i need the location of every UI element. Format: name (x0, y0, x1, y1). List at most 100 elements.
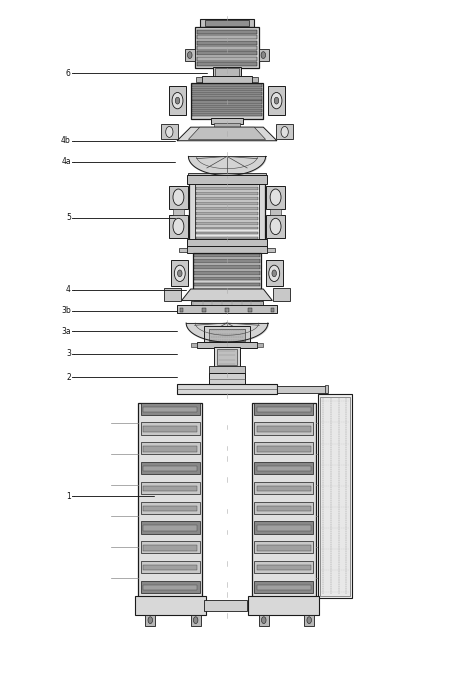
Bar (197, 30, 257, 34)
Bar (191, 343, 197, 347)
Bar (257, 407, 311, 412)
Bar (164, 288, 181, 301)
Circle shape (166, 126, 173, 137)
Bar (304, 615, 314, 626)
Bar (196, 207, 258, 209)
Bar (277, 386, 327, 393)
Bar (271, 308, 274, 312)
Bar (191, 301, 263, 307)
Bar (192, 84, 262, 87)
Bar (196, 222, 258, 224)
Bar (254, 561, 313, 573)
Bar (141, 403, 200, 415)
Bar (143, 426, 197, 432)
Bar (209, 366, 245, 374)
Bar (173, 209, 184, 215)
Bar (257, 506, 311, 511)
Text: 3b: 3b (61, 306, 71, 316)
Bar (266, 260, 283, 286)
Bar (194, 260, 260, 263)
Bar (259, 615, 269, 626)
Bar (195, 27, 259, 68)
Circle shape (175, 97, 180, 104)
Bar (257, 585, 311, 590)
Bar (318, 394, 352, 598)
Circle shape (178, 270, 182, 277)
Circle shape (188, 52, 192, 58)
Bar (196, 217, 258, 220)
Bar (252, 77, 258, 82)
Bar (196, 226, 258, 229)
Bar (252, 403, 316, 598)
Polygon shape (188, 127, 266, 139)
Bar (179, 248, 187, 252)
Bar (196, 232, 258, 235)
Bar (192, 88, 262, 91)
Bar (209, 329, 245, 341)
Bar (268, 86, 285, 115)
Bar (196, 192, 258, 195)
Bar (171, 260, 188, 286)
Bar (225, 308, 229, 312)
Text: 4b: 4b (61, 136, 71, 146)
Bar (257, 426, 311, 432)
Circle shape (173, 189, 184, 205)
Bar (195, 182, 259, 242)
Bar (215, 68, 239, 77)
Bar (211, 118, 243, 124)
Bar (141, 541, 200, 554)
Circle shape (174, 265, 185, 282)
Bar (141, 581, 200, 593)
Circle shape (281, 126, 288, 137)
Bar (204, 600, 247, 611)
Bar (143, 446, 197, 452)
Bar (189, 178, 265, 246)
Bar (192, 92, 262, 95)
Circle shape (172, 92, 183, 109)
Bar (267, 248, 275, 252)
Circle shape (307, 617, 311, 624)
Bar (320, 397, 350, 596)
Bar (135, 596, 206, 615)
Text: 3a: 3a (61, 326, 71, 336)
Bar (197, 46, 257, 50)
Bar (254, 541, 313, 554)
Bar (180, 308, 183, 312)
Bar (254, 422, 313, 435)
Text: 2: 2 (66, 373, 71, 382)
Bar (214, 347, 240, 367)
Bar (161, 124, 178, 139)
Bar (177, 384, 277, 394)
Bar (259, 49, 269, 61)
Bar (192, 109, 262, 112)
Bar (257, 343, 263, 347)
Bar (196, 187, 258, 190)
Bar (257, 466, 311, 471)
Bar (213, 67, 241, 78)
Bar (254, 442, 313, 454)
Bar (192, 105, 262, 108)
Bar (325, 385, 328, 393)
Bar (194, 283, 260, 286)
Bar (214, 123, 240, 127)
Bar (273, 288, 290, 301)
Bar (254, 462, 313, 474)
Bar (169, 86, 186, 115)
Bar (248, 596, 319, 615)
Bar (196, 237, 258, 239)
Text: 6: 6 (66, 69, 71, 78)
Circle shape (274, 97, 279, 104)
Bar (202, 308, 206, 312)
Bar (254, 522, 313, 534)
Bar (196, 182, 258, 185)
Circle shape (271, 92, 282, 109)
Bar (194, 271, 260, 275)
Bar (200, 19, 254, 27)
Circle shape (270, 189, 281, 205)
Bar (197, 56, 257, 61)
Bar (141, 442, 200, 454)
Bar (143, 526, 197, 531)
Bar (196, 197, 258, 200)
Circle shape (148, 617, 153, 624)
Bar (257, 486, 311, 491)
